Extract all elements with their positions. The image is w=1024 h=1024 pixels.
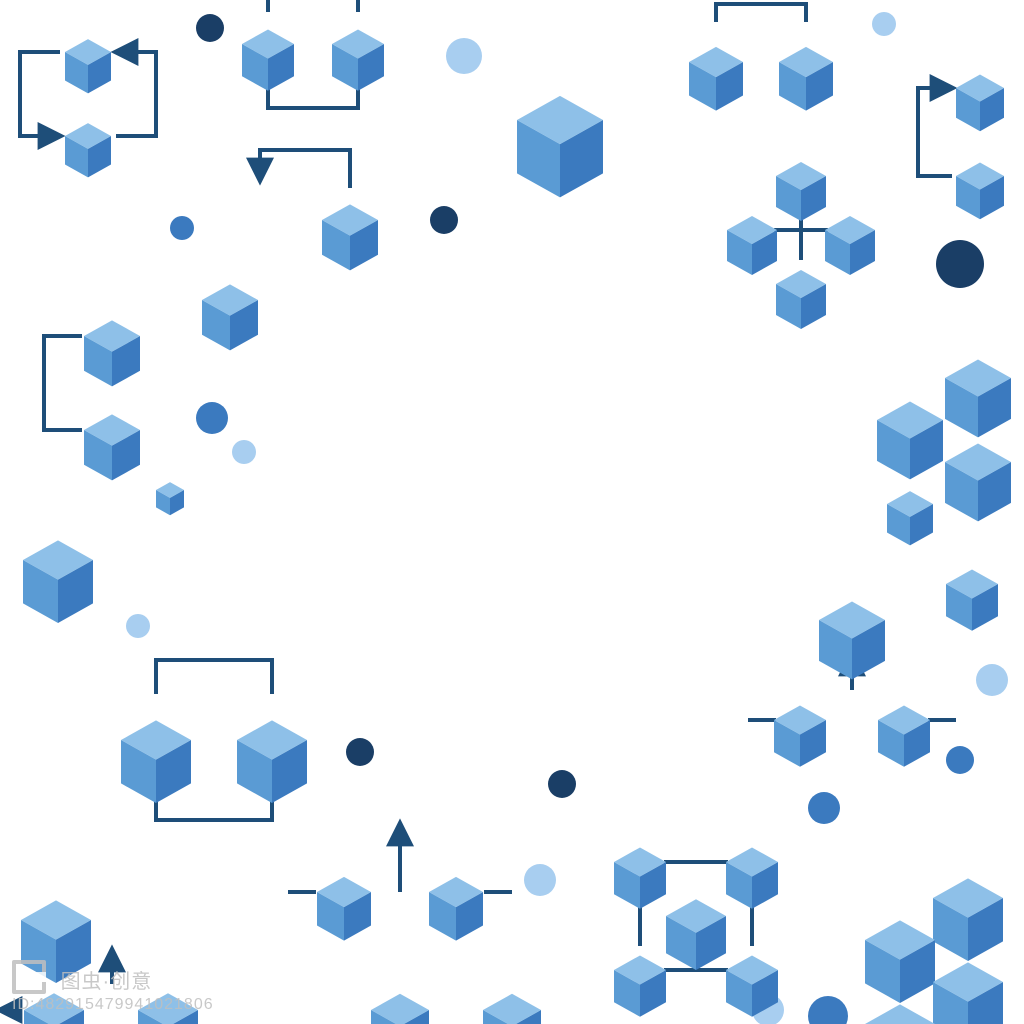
decoration-dot — [936, 240, 984, 288]
connector — [44, 336, 82, 430]
decoration-dot — [446, 38, 482, 74]
cube-icon — [779, 47, 833, 111]
cube-icon — [946, 569, 998, 630]
cube-icon — [332, 29, 384, 90]
cube-icon — [24, 993, 84, 1024]
cube-icon — [202, 284, 258, 350]
diagram-canvas — [0, 0, 1024, 1024]
cube-icon — [371, 994, 429, 1024]
decoration-dot — [232, 440, 256, 464]
cube-icon — [956, 75, 1004, 132]
cube-icon — [65, 39, 111, 93]
decoration-dot — [196, 14, 224, 42]
cube-icon — [138, 993, 198, 1024]
cube-icon — [666, 899, 726, 970]
decoration-dot — [548, 770, 576, 798]
connector — [20, 52, 60, 136]
cube-icon — [887, 491, 933, 545]
decoration-dot — [196, 402, 228, 434]
decoration-dot — [872, 12, 896, 36]
cube-icon — [877, 402, 943, 480]
cube-icon — [483, 994, 541, 1024]
cube-icon — [121, 720, 191, 803]
cube-icon — [317, 877, 371, 941]
cube-icon — [21, 900, 91, 983]
cube-icon — [933, 962, 1003, 1024]
cube-icon — [242, 29, 294, 90]
cube-icon — [237, 720, 307, 803]
cube-icon — [819, 602, 885, 680]
cube-icon — [84, 414, 140, 480]
cube-icon — [726, 847, 778, 908]
cube-icon — [23, 540, 93, 623]
cube-icon — [776, 162, 826, 221]
connector — [116, 52, 156, 136]
cube-icon — [945, 444, 1011, 522]
decoration-dot — [524, 864, 556, 896]
cube-icon — [614, 955, 666, 1016]
cube-icon — [774, 705, 826, 766]
cube-icon — [322, 204, 378, 270]
cube-icon — [429, 877, 483, 941]
cube-icon — [517, 96, 603, 197]
connector — [716, 4, 806, 22]
cube-icon — [84, 320, 140, 386]
decoration-dot — [346, 738, 374, 766]
decoration-dot — [126, 614, 150, 638]
connector — [918, 88, 952, 176]
cube-icon — [825, 216, 875, 275]
decoration-dot — [808, 996, 848, 1024]
cube-icon — [865, 920, 935, 1003]
cube-icon — [156, 482, 184, 515]
connector — [268, 80, 358, 108]
cube-icon — [945, 360, 1011, 438]
cube-icon — [614, 847, 666, 908]
connector — [260, 150, 350, 188]
decoration-dot — [808, 792, 840, 824]
cube-icon — [776, 270, 826, 329]
cube-icon — [933, 878, 1003, 961]
cube-icon — [865, 1004, 935, 1024]
connectors-layer — [0, 0, 956, 1010]
cube-icon — [689, 47, 743, 111]
cube-icon — [65, 123, 111, 177]
decoration-dot — [976, 664, 1008, 696]
decoration-dot — [170, 216, 194, 240]
cube-icon — [878, 705, 930, 766]
cube-icon — [956, 163, 1004, 220]
decoration-dot — [946, 746, 974, 774]
decoration-dot — [430, 206, 458, 234]
cubes-layer — [21, 29, 1011, 1024]
connector — [156, 660, 272, 694]
cube-icon — [727, 216, 777, 275]
